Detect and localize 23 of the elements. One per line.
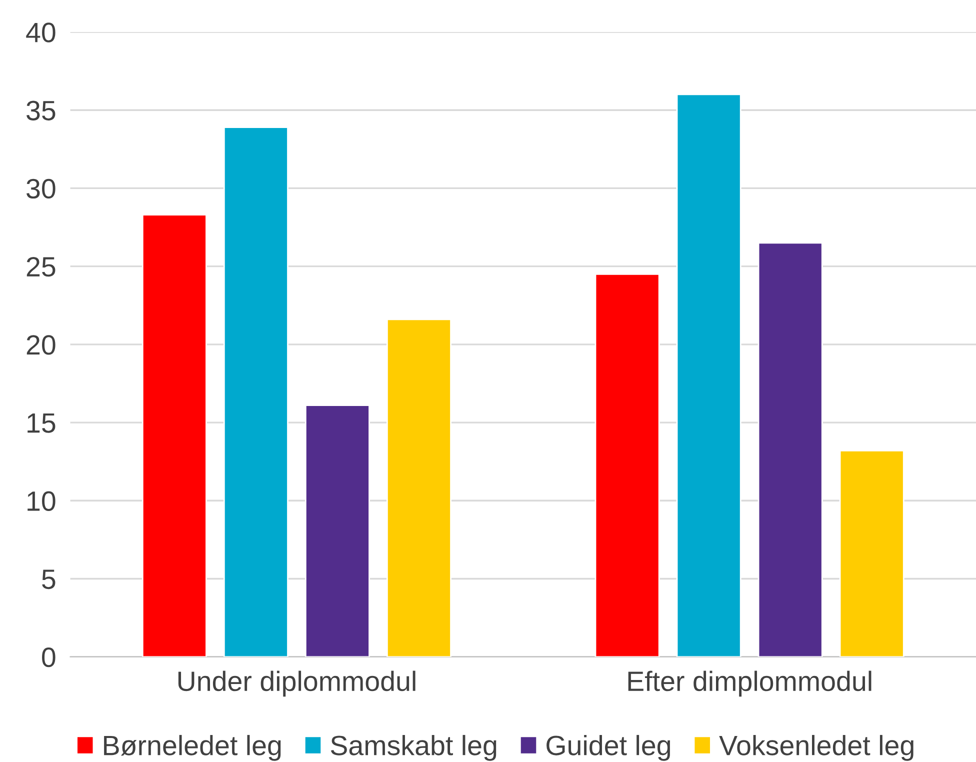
y-tick-label: 30 — [26, 178, 56, 199]
bar — [386, 318, 452, 657]
bar — [839, 450, 904, 657]
bar — [594, 273, 660, 657]
x-tick-label: Under diplommodul — [178, 670, 416, 697]
y-tick-label: 35 — [26, 100, 56, 120]
bar — [758, 242, 823, 657]
legend-label: Voksenledet leg — [719, 734, 914, 761]
bar — [304, 404, 370, 657]
y-tick-label: 10 — [28, 491, 56, 511]
y-tick-label: 40 — [26, 22, 56, 42]
y-tick-label: 25 — [26, 256, 56, 277]
legend-label: Børneledet leg — [104, 734, 281, 761]
y-tick-label: 20 — [26, 335, 56, 355]
bar — [676, 94, 742, 657]
legend-label: Samskabt leg — [330, 734, 496, 761]
x-tick-label: Efter dimplommodul — [628, 670, 872, 697]
bar — [223, 126, 288, 657]
y-tick-label: 15 — [28, 413, 56, 433]
y-tick-label: 5 — [42, 570, 56, 590]
bar — [142, 214, 207, 657]
legend-label: Guidet leg — [546, 734, 670, 761]
y-tick-label: 0 — [42, 648, 56, 668]
